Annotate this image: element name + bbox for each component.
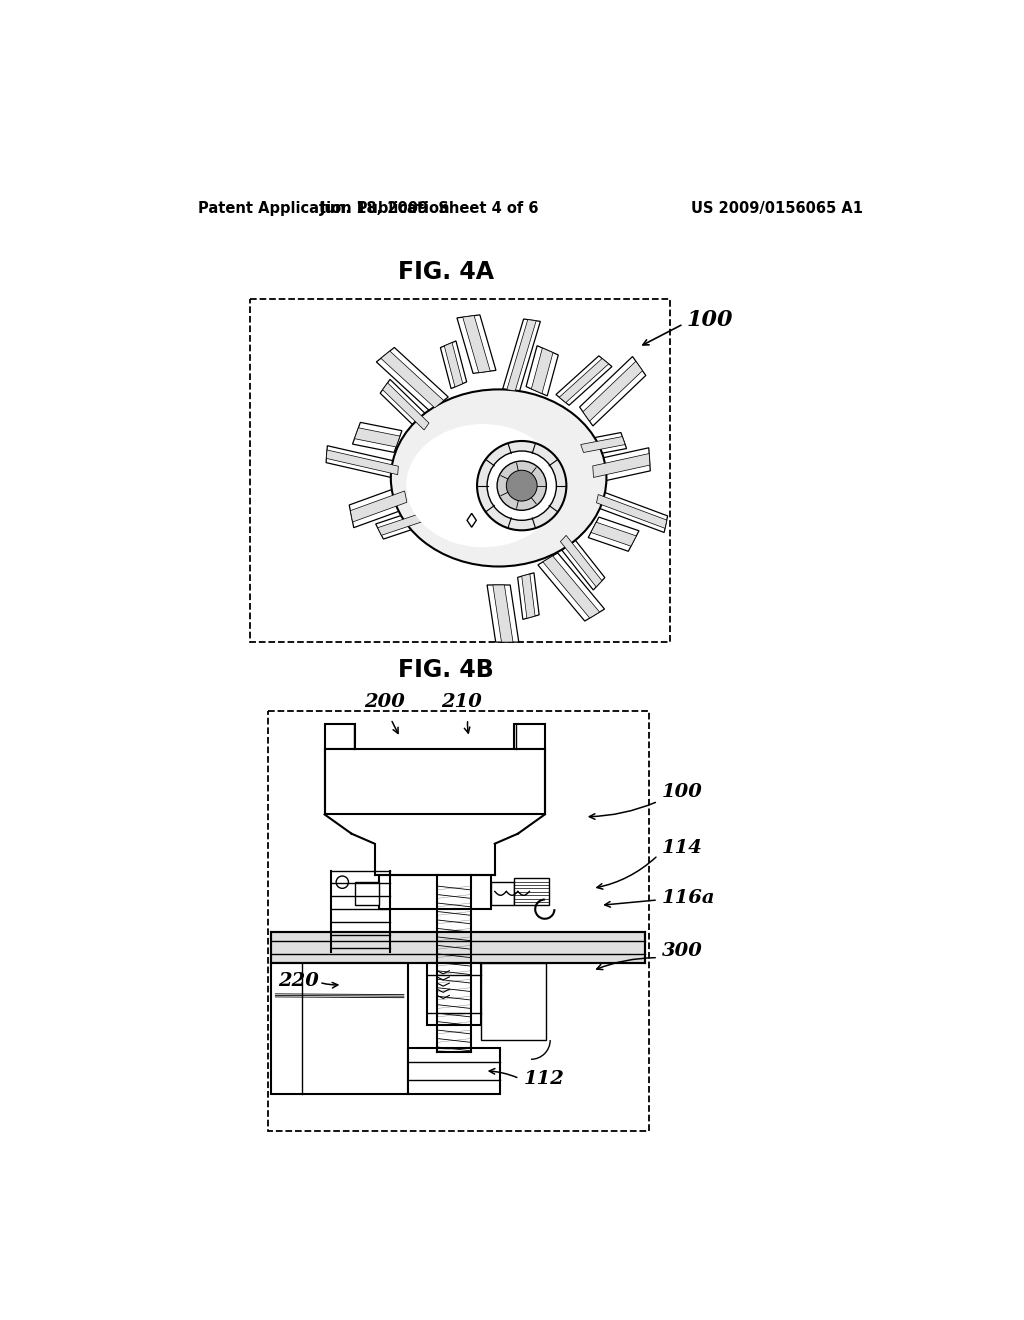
Polygon shape (507, 319, 537, 391)
Circle shape (336, 876, 348, 888)
Bar (490, 882, 514, 906)
Polygon shape (350, 491, 407, 521)
Polygon shape (591, 523, 636, 546)
Polygon shape (376, 511, 424, 539)
Polygon shape (326, 446, 398, 479)
Polygon shape (440, 341, 467, 388)
Text: Jun. 18, 2009  Sheet 4 of 6: Jun. 18, 2009 Sheet 4 of 6 (319, 201, 539, 216)
Polygon shape (580, 433, 627, 457)
Polygon shape (593, 454, 650, 478)
Bar (408, 1048, 500, 1094)
Polygon shape (556, 356, 612, 405)
Bar (267, 711, 649, 1131)
Polygon shape (560, 536, 602, 587)
Polygon shape (531, 348, 553, 393)
Polygon shape (377, 347, 449, 412)
Polygon shape (487, 585, 519, 642)
Circle shape (506, 470, 538, 502)
Polygon shape (583, 362, 642, 421)
Polygon shape (543, 556, 600, 618)
Text: FIG. 4B: FIG. 4B (398, 659, 495, 682)
Bar (355, 882, 379, 906)
Bar (325, 748, 545, 814)
Polygon shape (378, 515, 422, 536)
Bar (379, 874, 490, 909)
Polygon shape (526, 346, 558, 396)
Polygon shape (383, 383, 429, 430)
Circle shape (487, 451, 556, 520)
Polygon shape (559, 359, 608, 403)
Bar (325, 725, 355, 748)
Text: US 2009/0156065 A1: US 2009/0156065 A1 (691, 201, 863, 216)
Polygon shape (380, 379, 431, 433)
Polygon shape (349, 486, 408, 528)
Ellipse shape (391, 389, 606, 566)
Text: FIG. 4A: FIG. 4A (398, 260, 495, 284)
Bar (514, 878, 549, 906)
Ellipse shape (407, 424, 560, 548)
Bar (427, 964, 481, 1024)
Circle shape (497, 461, 547, 511)
Polygon shape (588, 517, 639, 552)
Polygon shape (493, 585, 513, 642)
Bar (250, 300, 670, 642)
Circle shape (477, 441, 566, 531)
Polygon shape (596, 490, 668, 532)
Polygon shape (354, 428, 400, 447)
Text: 116a: 116a (662, 888, 716, 907)
Polygon shape (444, 343, 463, 387)
Polygon shape (581, 437, 625, 453)
Text: 112: 112 (523, 1069, 564, 1088)
Text: 200: 200 (365, 693, 406, 711)
Text: Patent Application Publication: Patent Application Publication (199, 201, 450, 216)
Bar (481, 964, 547, 1040)
Text: 114: 114 (662, 838, 702, 857)
Bar (271, 964, 408, 1094)
Text: 300: 300 (662, 942, 702, 961)
Polygon shape (467, 513, 476, 527)
Text: 100: 100 (686, 309, 733, 331)
Polygon shape (381, 351, 443, 408)
Polygon shape (592, 447, 650, 483)
Text: 210: 210 (441, 693, 482, 711)
Polygon shape (521, 574, 536, 618)
Polygon shape (463, 315, 490, 372)
Polygon shape (580, 356, 646, 426)
Polygon shape (596, 495, 667, 528)
Polygon shape (538, 553, 604, 620)
Polygon shape (327, 450, 398, 475)
Polygon shape (518, 573, 540, 619)
Text: 220: 220 (279, 972, 319, 990)
Polygon shape (352, 422, 401, 453)
Polygon shape (457, 315, 496, 374)
Text: 100: 100 (662, 783, 702, 801)
Bar (514, 725, 545, 748)
Polygon shape (557, 532, 605, 590)
Polygon shape (503, 319, 541, 392)
Bar (271, 932, 645, 964)
